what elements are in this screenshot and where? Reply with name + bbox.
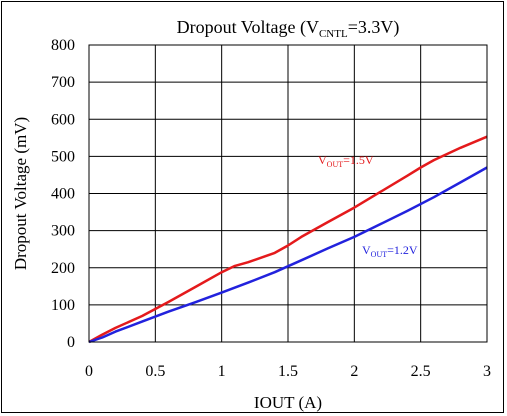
plot-area [88, 44, 488, 343]
x-axis-label: IOUT (A) [254, 393, 322, 412]
y-tick-label: 300 [51, 223, 75, 240]
y-axis-label: Dropout Voltage (mV) [11, 117, 30, 270]
x-tick-label: 1.5 [278, 363, 298, 380]
series-label-1: VOUT=1.5V [318, 153, 374, 169]
series-labels: VOUT=1.5V VOUT=1.2V [318, 153, 418, 259]
x-axis-ticks: 0 0.5 1 1.5 2 2.5 3 [85, 363, 491, 380]
series-layer [88, 135, 488, 344]
y-tick-label: 200 [51, 260, 75, 277]
x-tick-label: 0 [85, 363, 93, 380]
y-tick-label: 500 [51, 148, 75, 165]
series-line-2 [88, 166, 488, 344]
y-tick-label: 100 [51, 297, 75, 314]
chart-title: Dropout Voltage (VCNTL=3.3V) [177, 17, 400, 40]
y-tick-label: 400 [51, 186, 75, 203]
x-tick-label: 2 [350, 363, 358, 380]
x-tick-label: 3 [483, 363, 491, 380]
x-tick-label: 1 [218, 363, 226, 380]
grid [88, 44, 488, 343]
series-line-1 [88, 135, 488, 344]
x-tick-label: 2.5 [411, 363, 431, 380]
y-tick-label: 700 [51, 74, 75, 91]
y-axis-ticks: 0 100 200 300 400 500 600 700 800 [51, 37, 75, 351]
y-tick-label: 800 [51, 37, 75, 54]
y-tick-label: 0 [67, 334, 75, 351]
x-tick-label: 0.5 [145, 363, 165, 380]
y-tick-label: 600 [51, 111, 75, 128]
series-label-2: VOUT=1.2V [362, 243, 418, 259]
